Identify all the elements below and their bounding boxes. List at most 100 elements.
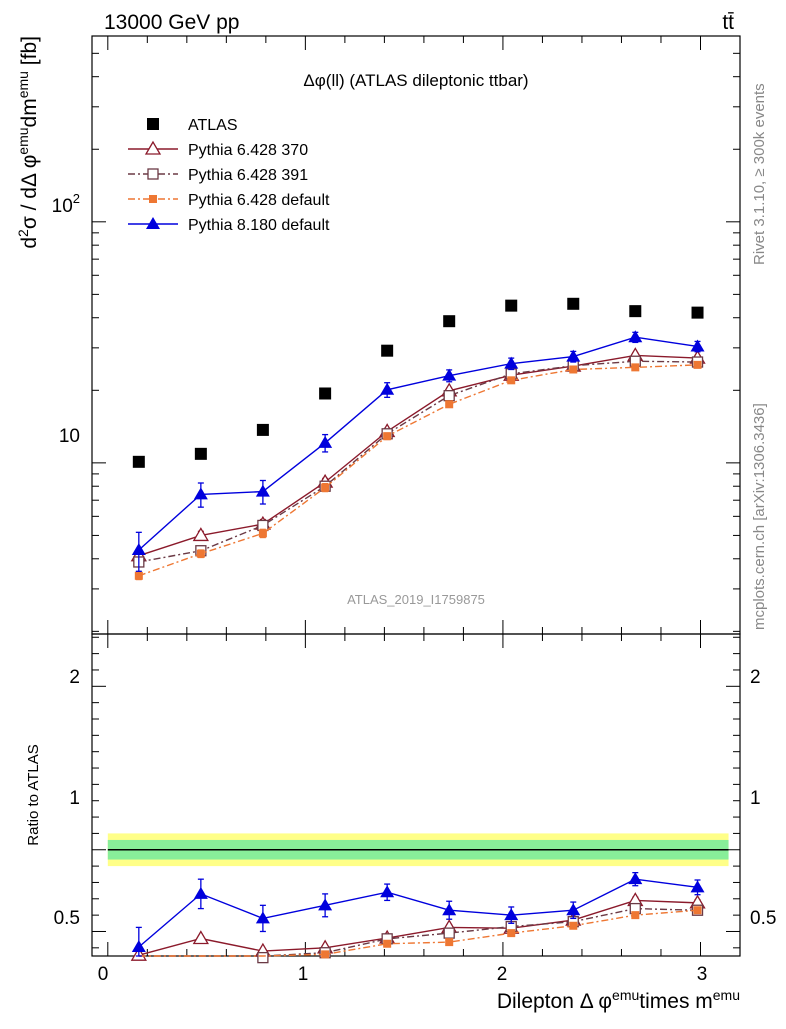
ratio-point bbox=[569, 921, 578, 930]
x-tick-label-2: 2 bbox=[497, 964, 508, 985]
main-series bbox=[130, 297, 706, 581]
main-point bbox=[628, 330, 643, 343]
ratio-point bbox=[321, 950, 330, 959]
ratio-frame bbox=[91, 633, 741, 957]
main-line-2 bbox=[138, 360, 698, 563]
ratio-series bbox=[130, 871, 706, 964]
main-point bbox=[569, 365, 578, 374]
main-point bbox=[256, 423, 269, 436]
rivet-label: Rivet 3.1.10, ≥ 300k events bbox=[751, 83, 768, 265]
ratio-point bbox=[445, 938, 454, 947]
legend-entry-0: ATLAS bbox=[147, 117, 238, 134]
legend-label-2: Pythia 6.428 391 bbox=[188, 167, 308, 184]
ratio-y-tick-1-left: 1 bbox=[69, 788, 80, 809]
main-point bbox=[318, 435, 333, 448]
ratio-y-tick-1-right: 1 bbox=[750, 788, 761, 809]
main-point bbox=[193, 487, 208, 500]
y-tick-label-100: 102 bbox=[52, 191, 80, 217]
ratio-point bbox=[192, 930, 209, 945]
legend-label-3: Pythia 6.428 default bbox=[188, 192, 330, 209]
legend-marker bbox=[147, 118, 159, 130]
ratio-point bbox=[631, 911, 640, 920]
main-point bbox=[383, 432, 392, 441]
main-line-4 bbox=[138, 336, 698, 551]
main-point bbox=[690, 339, 705, 352]
y-tick-label-10: 10 bbox=[59, 426, 80, 447]
main-series-1 bbox=[130, 347, 706, 562]
main-point bbox=[567, 297, 580, 310]
ratio-point bbox=[255, 911, 270, 924]
main-y-axis-label: d2σ / dΔ φemudmemu [fb] bbox=[15, 36, 41, 249]
ratio-point bbox=[257, 951, 269, 964]
ratio-point bbox=[383, 939, 392, 948]
main-point bbox=[693, 360, 702, 369]
main-series-2 bbox=[133, 355, 704, 568]
x-tick-label-3: 3 bbox=[697, 964, 708, 985]
ratio-y-tick-0.5-left: 0.5 bbox=[54, 908, 80, 929]
main-point bbox=[196, 549, 205, 558]
ratio-axis-ticks bbox=[92, 634, 741, 956]
main-axis-ticks bbox=[92, 36, 741, 634]
watermark: ATLAS_2019_I1759875 bbox=[347, 592, 485, 607]
main-series-4 bbox=[131, 330, 705, 572]
main-point bbox=[631, 363, 640, 372]
energy-label: 13000 GeV pp bbox=[104, 11, 239, 34]
main-point bbox=[629, 305, 642, 318]
main-point bbox=[691, 306, 704, 319]
ratio-point bbox=[507, 929, 516, 938]
x-tick-label-0: 0 bbox=[98, 964, 109, 985]
ratio-series-1 bbox=[138, 902, 704, 964]
ratio-point bbox=[443, 927, 455, 939]
ratio-line-0 bbox=[138, 899, 698, 956]
legend-entry-1: Pythia 6.428 370 bbox=[128, 140, 308, 159]
main-point bbox=[131, 543, 146, 556]
legend-marker bbox=[147, 168, 159, 180]
y-tick-label-100-exp: 2 bbox=[73, 191, 80, 206]
ratio-line-2 bbox=[138, 909, 698, 957]
main-point bbox=[258, 529, 267, 538]
main-point bbox=[380, 382, 395, 395]
main-panel: Δφ(ll) (ATLAS dileptonic ttbar) ATLAS_20… bbox=[15, 35, 741, 635]
main-point bbox=[132, 455, 145, 468]
main-title: Δφ(ll) (ATLAS dileptonic ttbar) bbox=[303, 71, 528, 90]
ratio-series-2 bbox=[138, 906, 702, 959]
main-point bbox=[134, 571, 143, 580]
ratio-series-0 bbox=[130, 892, 706, 961]
ratio-y-axis-label: Ratio to ATLAS bbox=[25, 744, 42, 845]
ratio-line-3 bbox=[138, 878, 698, 948]
main-point bbox=[194, 447, 207, 460]
process-label: tt̄ bbox=[722, 11, 734, 34]
legend-label-4: Pythia 8.180 default bbox=[188, 217, 330, 234]
ratio-point bbox=[380, 885, 395, 898]
x-tick-label-1: 1 bbox=[298, 964, 309, 985]
ratio-point bbox=[628, 872, 643, 885]
main-point bbox=[192, 527, 209, 542]
x-axis-label: Dilepton Δ φemutimes memu bbox=[497, 987, 740, 1013]
ratio-series-3 bbox=[131, 871, 705, 957]
ratio-panel: 0.5 1 2 0.5 1 2 Ratio to ATLAS 0 1 2 3 D… bbox=[25, 633, 776, 1013]
legend-entry-2: Pythia 6.428 391 bbox=[128, 167, 308, 184]
ratio-point bbox=[318, 898, 333, 911]
ratio-point bbox=[566, 903, 581, 916]
legend-entry-4: Pythia 8.180 default bbox=[128, 217, 330, 234]
ratio-point bbox=[131, 940, 146, 953]
legend: ATLAS Pythia 6.428 370 Pythia 6.428 391 Pyt… bbox=[128, 117, 330, 234]
ratio-point bbox=[693, 906, 702, 915]
legend-marker bbox=[146, 217, 160, 229]
legend-label-1: Pythia 6.428 370 bbox=[188, 142, 308, 159]
ratio-uncertainty-band bbox=[107, 833, 729, 867]
main-point bbox=[445, 400, 454, 409]
main-point bbox=[507, 376, 516, 385]
main-point bbox=[442, 368, 457, 381]
main-line-3 bbox=[138, 364, 698, 577]
main-point bbox=[381, 344, 394, 357]
legend-marker bbox=[149, 195, 157, 203]
legend-label-0: ATLAS bbox=[188, 117, 238, 134]
main-series-3 bbox=[134, 360, 702, 581]
ratio-y-tick-2-left: 2 bbox=[69, 667, 80, 688]
mcplots-label: mcplots.cern.ch [arXiv:1306.3436] bbox=[751, 403, 768, 630]
legend-entry-3: Pythia 6.428 default bbox=[128, 192, 330, 209]
ratio-point bbox=[193, 886, 208, 899]
main-line-1 bbox=[138, 354, 698, 557]
